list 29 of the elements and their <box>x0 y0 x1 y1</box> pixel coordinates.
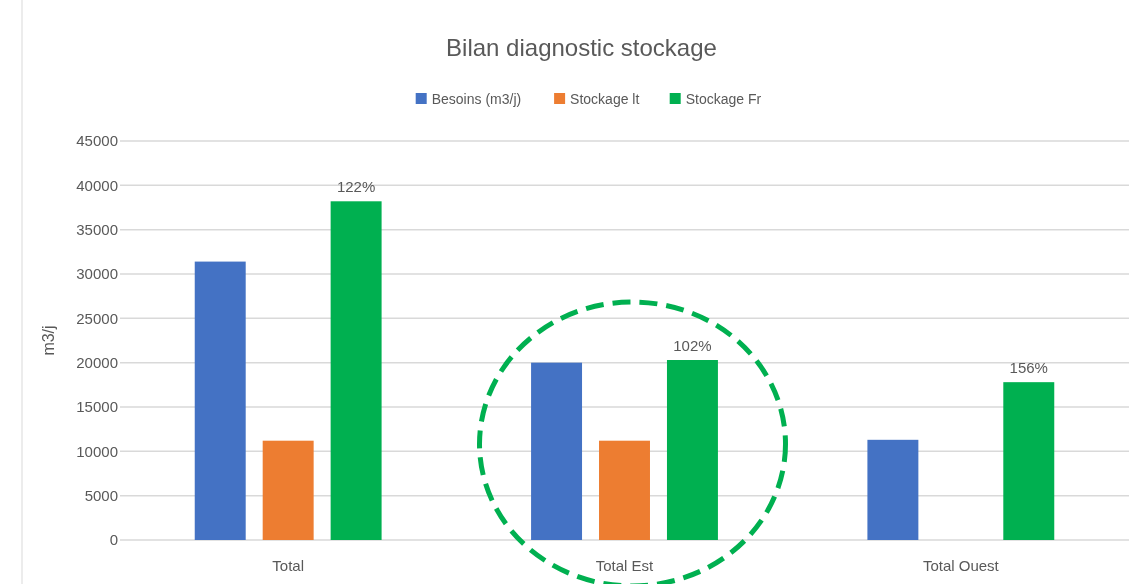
annotation: 156% <box>1009 359 1048 377</box>
y-tick-label: 25000 <box>76 309 118 327</box>
annotation: 102% <box>673 337 712 355</box>
y-tick-label: 20000 <box>76 353 118 371</box>
y-tick-label: 40000 <box>76 176 118 194</box>
x-tick-label: Total Ouest <box>922 557 1000 574</box>
legend-label: Besoins (m3/j) <box>431 90 522 107</box>
legend-label: Stockage Fr <box>685 90 762 107</box>
bar <box>599 440 650 540</box>
bar <box>262 440 314 540</box>
chart-title: Bilan diagnostic stockage <box>446 34 717 61</box>
y-tick-label: 0 <box>109 531 118 549</box>
y-tick-label: 15000 <box>76 398 118 416</box>
bar <box>666 360 718 540</box>
y-tick-label: 30000 <box>76 265 118 283</box>
legend-label: Stockage lt <box>570 90 640 107</box>
x-tick-label: Total <box>272 557 305 574</box>
bar <box>330 201 382 540</box>
bar <box>531 362 583 540</box>
x-tick-label: Total Est <box>595 557 655 574</box>
y-tick-label: 5000 <box>84 486 118 504</box>
y-tick-label: 35000 <box>76 220 118 238</box>
annotation: 122% <box>336 178 376 196</box>
bar <box>867 439 919 540</box>
bar <box>194 261 246 540</box>
bar <box>1003 382 1055 540</box>
y-tick-label: 10000 <box>76 442 118 460</box>
y-axis-title: m3/j <box>40 325 57 356</box>
y-tick-label: 45000 <box>76 132 118 150</box>
